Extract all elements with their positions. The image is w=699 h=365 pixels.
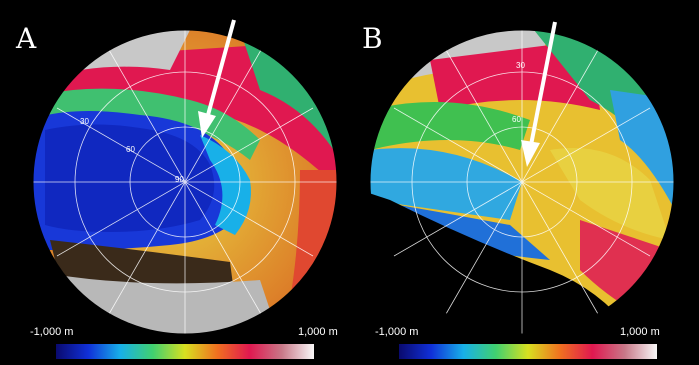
colorbar — [399, 344, 657, 359]
panel-letter: B — [362, 22, 383, 55]
panel-a: 30 60 90 A -1,000 m 1,000 m — [0, 0, 349, 365]
arrow-head-b — [521, 140, 540, 167]
panel-b: 30 60 B -1,000 m 1,000 m — [350, 0, 699, 365]
elevation-map-a: 30 60 90 — [32, 19, 338, 335]
colorbar — [56, 344, 314, 359]
scale-min-label: -1,000 m — [30, 326, 74, 338]
lat-label-60: 60 — [512, 115, 521, 124]
scale-max-label: 1,000 m — [298, 326, 338, 338]
lat-label-60: 60 — [126, 145, 135, 154]
elevation-map-b: 30 60 — [369, 21, 675, 335]
arrow-shaft-a — [206, 19, 236, 116]
scale-min-label: -1,000 m — [375, 326, 419, 338]
arrow-head-a — [198, 111, 216, 138]
lat-label-30: 30 — [80, 117, 89, 126]
lat-label-90: 90 — [175, 175, 184, 184]
arrow-shaft-b — [529, 21, 557, 146]
scale-max-label: 1,000 m — [620, 326, 660, 338]
panel-letter: A — [16, 22, 37, 55]
lat-label-30: 30 — [516, 61, 525, 70]
